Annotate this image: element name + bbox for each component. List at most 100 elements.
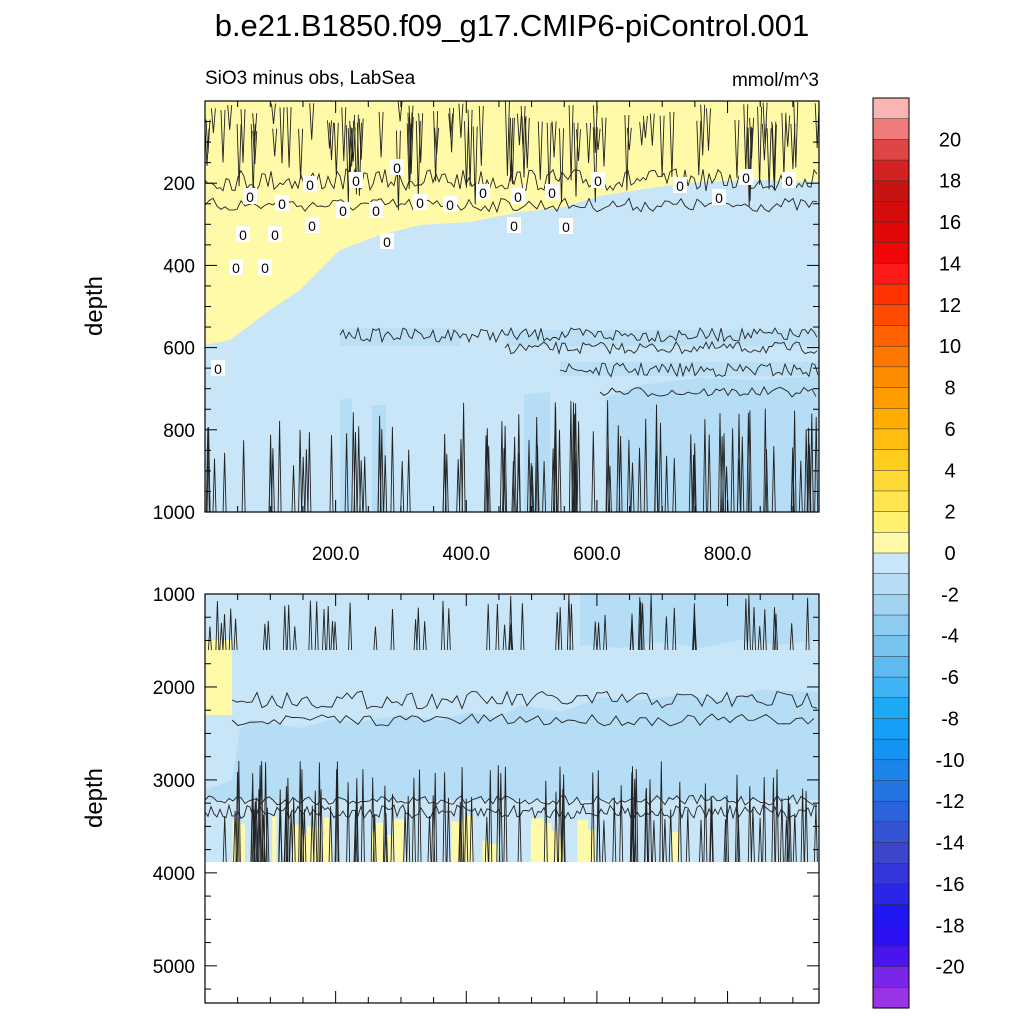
contour-line [498, 772, 503, 863]
contour-line [688, 434, 693, 512]
contour-line [542, 461, 547, 512]
contour-line [757, 106, 763, 185]
contour-line [558, 766, 562, 863]
lower-band-mid-blue-top [580, 594, 819, 648]
contour-line [517, 798, 522, 863]
colorbar-label: 16 [939, 212, 961, 234]
contour-line [511, 460, 516, 512]
contour-line [503, 425, 508, 512]
contour-line [771, 446, 776, 512]
colorbar-swatch [872, 283, 910, 306]
contour-line [382, 785, 387, 863]
colorbar-swatch [872, 718, 910, 740]
contour-line [814, 416, 819, 512]
contour-line [348, 602, 353, 651]
contour-line [601, 820, 606, 863]
contour-line [279, 107, 285, 164]
colorbar-swatch [872, 180, 910, 202]
contour-line [530, 466, 535, 512]
contour-line [362, 456, 367, 512]
contour-line [427, 815, 432, 863]
colorbar-label: -16 [936, 874, 965, 896]
contour-line [779, 798, 784, 863]
contour-line [786, 795, 791, 863]
colorbar-swatch [872, 987, 910, 1009]
contour-line [746, 412, 751, 512]
contour-line [601, 117, 607, 167]
lower-band-mid-blue [205, 690, 819, 800]
contour-line [301, 456, 306, 512]
y-tick-label: 200 [163, 174, 195, 195]
yellow-spike [586, 830, 596, 862]
contour-label: 0 [211, 360, 225, 377]
contour-line [596, 622, 601, 651]
contour-line [723, 819, 728, 863]
contour-line [709, 799, 714, 863]
contour-line [484, 435, 488, 512]
colorbar-swatch [872, 407, 910, 430]
lower-panel: 1000 2000 3000 4000 5000 depth [81, 585, 820, 1004]
contour-line [793, 101, 799, 168]
yellow-spike [672, 831, 680, 862]
contour-line [696, 120, 702, 176]
contour-line [568, 105, 574, 181]
contour-line [282, 605, 287, 651]
contour-line [502, 624, 507, 651]
contour-line [592, 127, 598, 203]
contour-line [358, 118, 364, 160]
yellow-spike [272, 815, 277, 862]
contour-line [639, 121, 645, 146]
x-tick-label: 400.0 [443, 544, 491, 565]
yellow-spike [385, 835, 393, 862]
yellow-spike [392, 819, 404, 862]
contour-line [379, 429, 384, 512]
contour-line [446, 797, 451, 863]
contour-line [669, 111, 675, 177]
contour-line [329, 435, 334, 512]
contour-line [271, 103, 276, 125]
colorbar-swatch [872, 945, 910, 968]
contour-line [263, 762, 268, 863]
contour-label-text: 0 [306, 177, 314, 193]
colorbar-label: -6 [941, 667, 959, 689]
contour-line [485, 428, 490, 512]
yellow-spike [464, 815, 474, 862]
contour-line [205, 427, 210, 512]
contour-line [508, 595, 513, 651]
contour-line [370, 777, 375, 863]
colorbar-swatch [872, 490, 910, 513]
y-tick-label: 600 [163, 339, 195, 360]
contour-line [205, 803, 818, 820]
contour-line [593, 621, 598, 651]
contour-line [250, 790, 255, 863]
contour-line [334, 769, 339, 863]
contour-line [353, 811, 358, 863]
contour-line [619, 785, 624, 863]
contour-label: 0 [712, 189, 726, 206]
contour-line [444, 453, 449, 512]
contour-label: 0 [305, 217, 319, 234]
contour-line [207, 626, 212, 651]
contour-line [560, 788, 565, 863]
contour-label: 0 [258, 259, 272, 276]
contour-line [488, 770, 493, 863]
contour-line [559, 361, 819, 378]
contour-label-text: 0 [232, 260, 240, 276]
contour-line [766, 128, 772, 190]
contour-label: 0 [336, 202, 350, 219]
contour-line [630, 809, 635, 863]
contour-line [359, 460, 364, 512]
contour-line [685, 809, 690, 863]
contour-line [603, 614, 608, 651]
contour-line [702, 419, 707, 512]
colorbar-labels: 20181614121086420-2-4-6-8-10-12-14-16-18… [936, 129, 965, 978]
contour-line [496, 765, 501, 863]
y-tick-label: 2000 [153, 678, 195, 699]
contour-line [592, 105, 598, 153]
contour-line [403, 809, 408, 863]
contour-label-text: 0 [548, 185, 556, 201]
contour-line [561, 774, 566, 863]
contour-line [350, 127, 356, 162]
contour-line [446, 608, 451, 651]
yellow-spike [324, 817, 332, 862]
